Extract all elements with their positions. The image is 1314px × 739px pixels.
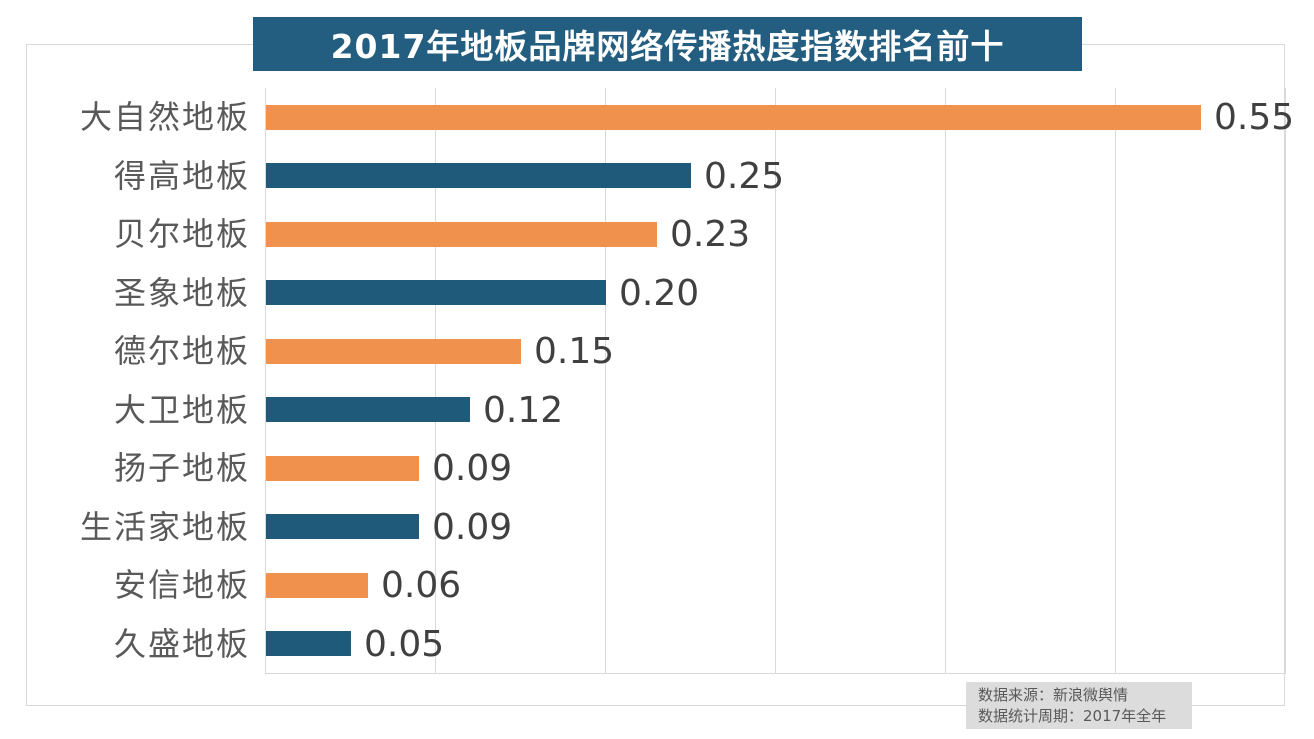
plot-area: 0.55 0.25 0.23 0.20 0.15 0.12 0.09 0.09 0.06 0.05 xyxy=(265,88,1294,674)
value-label: 0.12 xyxy=(483,389,564,431)
gridline xyxy=(775,88,776,673)
bar-久盛地板 xyxy=(266,631,351,657)
gridline xyxy=(1285,88,1286,673)
value-label: 0.23 xyxy=(670,214,751,256)
value-label: 0.20 xyxy=(619,272,700,314)
category-label: 生活家地板 xyxy=(79,507,250,546)
value-label: 0.25 xyxy=(704,155,785,197)
category-label: 安信地板 xyxy=(113,566,250,605)
category-label: 大卫地板 xyxy=(113,390,250,429)
chart-title: 2017年地板品牌网络传播热度指数排名前十 xyxy=(330,27,1005,66)
chart-frame xyxy=(26,44,1285,706)
category-label: 贝尔地板 xyxy=(113,215,250,254)
bar-生活家地板 xyxy=(266,514,419,540)
category-label: 得高地板 xyxy=(113,156,250,195)
category-label: 久盛地板 xyxy=(113,624,250,663)
bar-大自然地板 xyxy=(266,104,1201,130)
category-label: 大自然地板 xyxy=(79,98,250,137)
source-line: 数据来源：新浪微舆情 xyxy=(978,686,1129,704)
gridline xyxy=(1115,88,1116,673)
bar-安信地板 xyxy=(266,572,368,598)
value-label: 0.15 xyxy=(534,331,615,373)
source-note-box: 数据来源：新浪微舆情 数据统计周期：2017年全年 xyxy=(966,682,1192,729)
category-label: 圣象地板 xyxy=(113,273,250,312)
bar-贝尔地板 xyxy=(266,221,657,247)
source-period-line: 数据统计周期：2017年全年 xyxy=(978,707,1167,725)
bar-德尔地板 xyxy=(266,338,521,364)
chart-title-banner: 2017年地板品牌网络传播热度指数排名前十 xyxy=(253,17,1082,71)
gridline xyxy=(435,88,436,673)
value-label: 0.55 xyxy=(1214,97,1295,139)
gridline xyxy=(945,88,946,673)
bar-得高地板 xyxy=(266,163,691,189)
value-label: 0.05 xyxy=(364,623,445,665)
value-label: 0.09 xyxy=(432,506,513,548)
value-label: 0.09 xyxy=(432,448,513,490)
value-label: 0.06 xyxy=(381,565,462,607)
bar-圣象地板 xyxy=(266,280,606,306)
bar-大卫地板 xyxy=(266,397,470,423)
category-label: 德尔地板 xyxy=(113,332,250,371)
gridline xyxy=(605,88,606,673)
category-label: 扬子地板 xyxy=(113,449,250,488)
bar-扬子地板 xyxy=(266,455,419,481)
